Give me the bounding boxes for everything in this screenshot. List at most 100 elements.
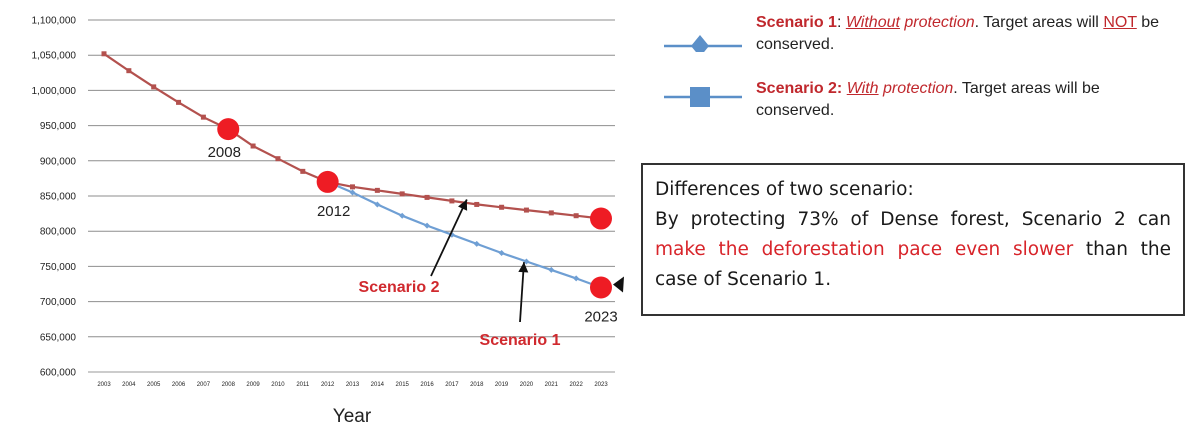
legend-name: Scenario 2: (756, 80, 843, 97)
x-tick-label: 2015 (396, 382, 410, 388)
series-point (399, 191, 405, 197)
series-point (499, 204, 505, 210)
y-tick-label: 850,000 (40, 192, 77, 203)
legend-tail-pre: . Target areas will be conserved. (756, 80, 1100, 119)
series-point (523, 207, 529, 213)
series-point (523, 258, 530, 265)
highlight-label: 2008 (208, 144, 241, 161)
x-tick-label: 2017 (445, 382, 459, 388)
legend-not-word: NOT (1103, 14, 1137, 31)
series-line (327, 180, 602, 289)
series-point (275, 156, 281, 162)
series-point (250, 143, 256, 149)
x-tick-label: 2005 (147, 382, 161, 388)
y-tick-label: 750,000 (40, 262, 77, 273)
x-tick-label: 2021 (545, 382, 559, 388)
legend-emphasis-underlined: Without (845, 14, 900, 31)
highlight-point (590, 207, 612, 230)
highlight-point (316, 170, 339, 193)
highlight-label: 2012 (317, 203, 350, 220)
series-point (548, 210, 554, 216)
x-tick-label: 2006 (172, 382, 186, 388)
legend-emphasis: With protection (847, 80, 954, 97)
x-tick-label: 2019 (495, 382, 509, 388)
series-point (350, 184, 355, 190)
series-point (374, 201, 381, 208)
legend-emphasis-rest: protection (899, 14, 975, 31)
series-point (473, 240, 480, 247)
x-tick-label: 2016 (420, 382, 434, 388)
legend-item-scenario-1: Scenario 1: Without protection. Target a… (660, 12, 1180, 68)
annotation-arrowhead-icon (458, 199, 468, 211)
legend-diamond-icon (664, 35, 742, 52)
x-tick-label: 2023 (594, 382, 608, 388)
series-point (573, 213, 579, 219)
series-point (424, 194, 430, 200)
data-series (101, 51, 604, 291)
series-point (498, 250, 505, 257)
note-body-pre: By protecting 73% of Dense forest, Scena… (655, 209, 1171, 230)
series-point (374, 187, 380, 193)
annotation-label: Scenario 1 (480, 332, 561, 349)
note-highlight: make the deforestation pace even slower (655, 239, 1074, 260)
legend-tail-post: be conserved. (756, 14, 1160, 53)
legend-emphasis-underlined: With (846, 80, 879, 97)
highlight-point (217, 118, 240, 141)
x-tick-label: 2013 (346, 382, 360, 388)
legend-name: Scenario 1 (756, 14, 837, 31)
legend-item-scenario-2: Scenario 2: With protection. Target area… (660, 78, 1180, 134)
y-tick-label: 1,000,000 (32, 86, 77, 97)
x-tick-label: 2012 (321, 382, 335, 388)
series-point (474, 201, 480, 207)
x-tick-label: 2022 (569, 382, 583, 388)
note-body: By protecting 73% of Dense forest, Scena… (655, 205, 1171, 295)
y-tick-label: 1,100,000 (32, 16, 77, 27)
highlight-markers: 2008 2012 2023 (208, 118, 624, 326)
legend-emphasis: Without protection (846, 14, 975, 31)
legend-tail-pre: . Target areas will (974, 14, 1104, 31)
x-tick-label: 2004 (122, 382, 136, 388)
series-point (126, 68, 132, 74)
series-point (101, 51, 107, 57)
scenario-differences-note: Differences of two scenario: By protecti… (641, 163, 1185, 316)
series-point (200, 114, 206, 120)
x-tick-label: 2008 (222, 382, 236, 388)
annotation-label: Scenario 2 (359, 279, 440, 296)
y-tick-labels: 600,000 650,000 700,000 750,000 800,000 850,0… (32, 16, 77, 379)
highlight-point (590, 276, 612, 299)
y-tick-label: 600,000 (40, 368, 77, 379)
note-title: Differences of two scenario: (655, 179, 914, 200)
x-tick-label: 2003 (97, 382, 111, 388)
series-point (151, 84, 157, 90)
x-tick-label: 2009 (246, 382, 260, 388)
series-point (424, 222, 431, 229)
highlight-label: 2023 (584, 309, 617, 326)
annotation-arrow-line (430, 199, 468, 277)
x-tick-label: 2014 (371, 382, 385, 388)
forest-area-line-chart: 600,000 650,000 700,000 750,000 800,000 850,0… (32, 16, 624, 427)
legend-emphasis-rest: protection (878, 80, 954, 97)
y-tick-label: 900,000 (40, 156, 77, 167)
series-point (300, 168, 306, 174)
note-body-post: than the case of Scenario 1. (655, 239, 1172, 290)
x-tick-label: 2007 (197, 382, 211, 388)
y-tick-label: 700,000 (40, 297, 77, 308)
series-point (176, 99, 182, 105)
legend-text-scenario-1: Scenario 1: Without protection. Target a… (756, 12, 1176, 56)
y-tick-label: 950,000 (40, 121, 77, 132)
legend-sep: : (836, 14, 846, 31)
x-axis-title: Year (333, 406, 372, 427)
legend-square-icon (664, 87, 742, 107)
end-pointer-icon (613, 276, 624, 293)
series-point (573, 275, 580, 282)
legend-text-scenario-2: Scenario 2: With protection. Target area… (756, 78, 1176, 122)
annotation-arrowhead-icon (518, 262, 529, 273)
series-point (548, 266, 555, 273)
y-tick-label: 650,000 (40, 332, 77, 343)
series-point (349, 189, 356, 196)
series-point (449, 198, 455, 204)
x-tick-labels: 2003 2004 2005 2006 2007 2008 2009 2010 2011 2012… (97, 382, 608, 388)
scenario-annotations: Scenario 2 Scenario 1 (359, 199, 561, 349)
grid-lines (88, 19, 615, 338)
x-tick-label: 2010 (271, 382, 285, 388)
